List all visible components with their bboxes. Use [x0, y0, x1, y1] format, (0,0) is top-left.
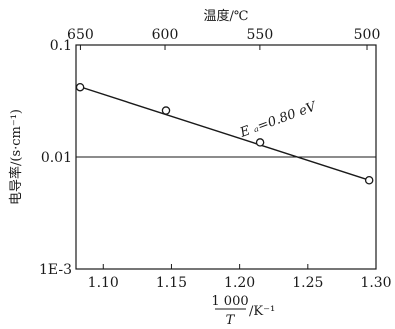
y-tick-label-1: 0.01: [41, 150, 72, 166]
x-label-numerator: 1 000: [211, 294, 248, 309]
top-tick-label-0: 650: [67, 27, 94, 43]
x-tick-label-1: 1.15: [156, 275, 187, 291]
data-point-3: [364, 176, 374, 185]
x-tick-label-2: 1.20: [224, 275, 255, 291]
data-point-0: [75, 82, 85, 92]
y-axis-title: 电导率/(s·cm⁻¹): [8, 109, 24, 205]
top-tick-label-3: 500: [354, 27, 381, 43]
top-tick-label-1: 600: [152, 27, 179, 43]
data-point-2: [255, 138, 265, 147]
x-label-denominator: T: [226, 313, 236, 328]
fit-line: [75, 84, 373, 182]
top-axis-title: 温度/℃: [204, 8, 249, 24]
x-tick-label-3: 1.25: [292, 275, 323, 291]
x-tick-label-4: 1.30: [360, 275, 391, 291]
x-tick-label-0: 1.10: [88, 275, 119, 291]
y-tick-label-0: 1E-3: [39, 262, 72, 278]
data-point-1: [161, 106, 171, 115]
y-tick-label-2: 0.1: [50, 38, 72, 54]
x-label-unit: /K⁻¹: [249, 304, 275, 319]
energy-annotation: E ₐ=0.80 eV: [237, 99, 319, 141]
top-tick-label-2: 550: [247, 27, 274, 43]
